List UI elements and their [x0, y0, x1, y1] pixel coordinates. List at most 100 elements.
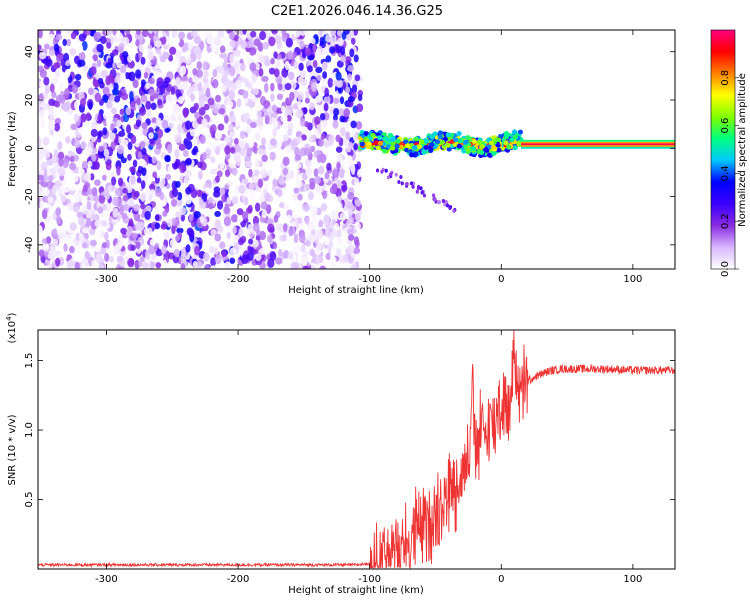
spectrogram-cell	[130, 174, 136, 185]
spectrogram-cell	[322, 191, 328, 200]
spectrogram-cell	[173, 248, 180, 258]
spectrogram-cell	[264, 115, 270, 125]
spectrogram-cell	[140, 193, 146, 203]
spectrogram-cell	[389, 145, 395, 151]
spectrogram-cell	[389, 172, 393, 177]
spectrogram-cell	[166, 143, 173, 154]
spectrogram-cell	[74, 192, 82, 203]
spectrogram-cell	[233, 235, 240, 244]
spectrogram-cell	[77, 126, 85, 135]
spectrogram-cell	[230, 146, 236, 154]
spectrogram-cell	[247, 82, 253, 90]
spectrogram-cell	[171, 217, 177, 227]
spectrogram-cell	[296, 136, 303, 144]
spectrogram-cell	[354, 74, 361, 82]
spectrogram-cell	[104, 252, 110, 262]
spectrogram-cell	[287, 71, 295, 81]
spectrogram-cell	[521, 146, 675, 149]
spectrogram-cell	[47, 33, 55, 41]
spectrogram-cell	[281, 67, 289, 78]
spectrogram-cell	[184, 97, 192, 104]
spectrogram-cell	[112, 30, 117, 36]
spectrogram-cell	[62, 38, 67, 47]
spectrogram-cell	[233, 242, 239, 250]
spectrogram-cell	[252, 54, 258, 62]
spectrogram-cell	[172, 103, 180, 114]
spectrogram-cell	[130, 134, 137, 145]
spectrogram-cell	[97, 131, 102, 139]
spectrogram-cell	[119, 206, 124, 216]
spectrogram-cell	[305, 166, 312, 177]
spectrogram-cell	[45, 236, 52, 244]
spectrogram-cell	[285, 145, 293, 154]
spectrogram-cell	[169, 46, 177, 55]
spectrogram-cell	[119, 108, 125, 116]
spectrogram-cell	[127, 225, 133, 236]
spectrogram-cell	[359, 141, 365, 147]
spectrogram-cell	[323, 214, 331, 223]
spectrogram-cell	[226, 231, 231, 240]
spectrogram-cell	[271, 30, 277, 34]
spectrogram-cell	[409, 181, 414, 186]
spectrogram-cell	[112, 49, 119, 57]
spectrogram-cell	[314, 127, 319, 138]
spectrogram-cell	[335, 78, 344, 88]
spectrogram-cell	[140, 79, 146, 87]
spectrogram-cell	[287, 50, 293, 60]
spectrogram-cell	[242, 112, 250, 120]
spectrogram-cell	[183, 175, 189, 184]
spectrogram-cell	[156, 77, 164, 86]
spectrogram-cell	[49, 110, 55, 119]
spectrogram-cell	[327, 125, 332, 132]
spectrogram-cell	[209, 265, 218, 269]
spectrogram-cell	[93, 195, 101, 203]
spectrogram-cell	[274, 34, 282, 45]
spectrogram-cell	[154, 71, 161, 78]
spectrogram-cell	[381, 136, 388, 142]
spectrogram-cell	[39, 80, 44, 88]
spectrogram-cell	[357, 169, 362, 178]
spectrogram-cell	[287, 251, 294, 260]
spectrogram-cell	[67, 259, 73, 269]
spectrogram-cell	[305, 183, 310, 192]
spectrogram-cell	[116, 255, 124, 262]
spectrogram-cell	[390, 141, 396, 147]
spectrogram-cell	[355, 221, 361, 232]
spectrogram-cell	[294, 146, 300, 157]
spectrogram-cell	[90, 128, 98, 138]
spectrogram-cell	[122, 194, 129, 202]
spectrogram-cell	[91, 153, 97, 162]
spectrogram-cell	[267, 223, 275, 233]
spectrogram-cell	[221, 250, 227, 258]
spectrogram-cell	[45, 58, 53, 67]
spectrogram-cell	[48, 206, 54, 216]
spectrogram-cell	[211, 78, 219, 89]
spectrogram-cell	[187, 42, 194, 51]
spectrogram-cell	[48, 50, 56, 57]
spectrogram-cell	[272, 119, 279, 129]
spectrogram-cell	[193, 36, 202, 45]
spectrogram-cell	[249, 190, 255, 201]
spectrogram-cell	[184, 158, 192, 166]
spectrogram-cell	[151, 155, 157, 164]
spectrogram-cell	[155, 47, 161, 55]
spectrogram-cell	[240, 63, 246, 72]
spectrogram-cell	[221, 193, 226, 203]
spectrogram-cell	[248, 101, 255, 109]
spectrogram-cell	[76, 211, 84, 219]
spectrogram-cell	[287, 128, 293, 137]
y-tick-label: -20	[24, 188, 35, 204]
spectrogram-cell	[228, 90, 235, 100]
spectrogram-cell	[273, 68, 280, 78]
spectrogram-cell	[420, 190, 424, 195]
spectrogram-cell	[254, 158, 260, 168]
spectrogram-cell	[267, 168, 273, 178]
spectrogram-cell	[47, 175, 54, 182]
spectrogram-cell	[416, 185, 421, 190]
spectrogram-cell	[491, 145, 497, 150]
spectrogram-cell	[248, 182, 255, 191]
spectrogram-cell	[180, 253, 187, 263]
spectrogram-cell	[228, 130, 235, 138]
spectrogram-cell	[336, 248, 342, 257]
spectrogram-cell	[229, 53, 235, 64]
